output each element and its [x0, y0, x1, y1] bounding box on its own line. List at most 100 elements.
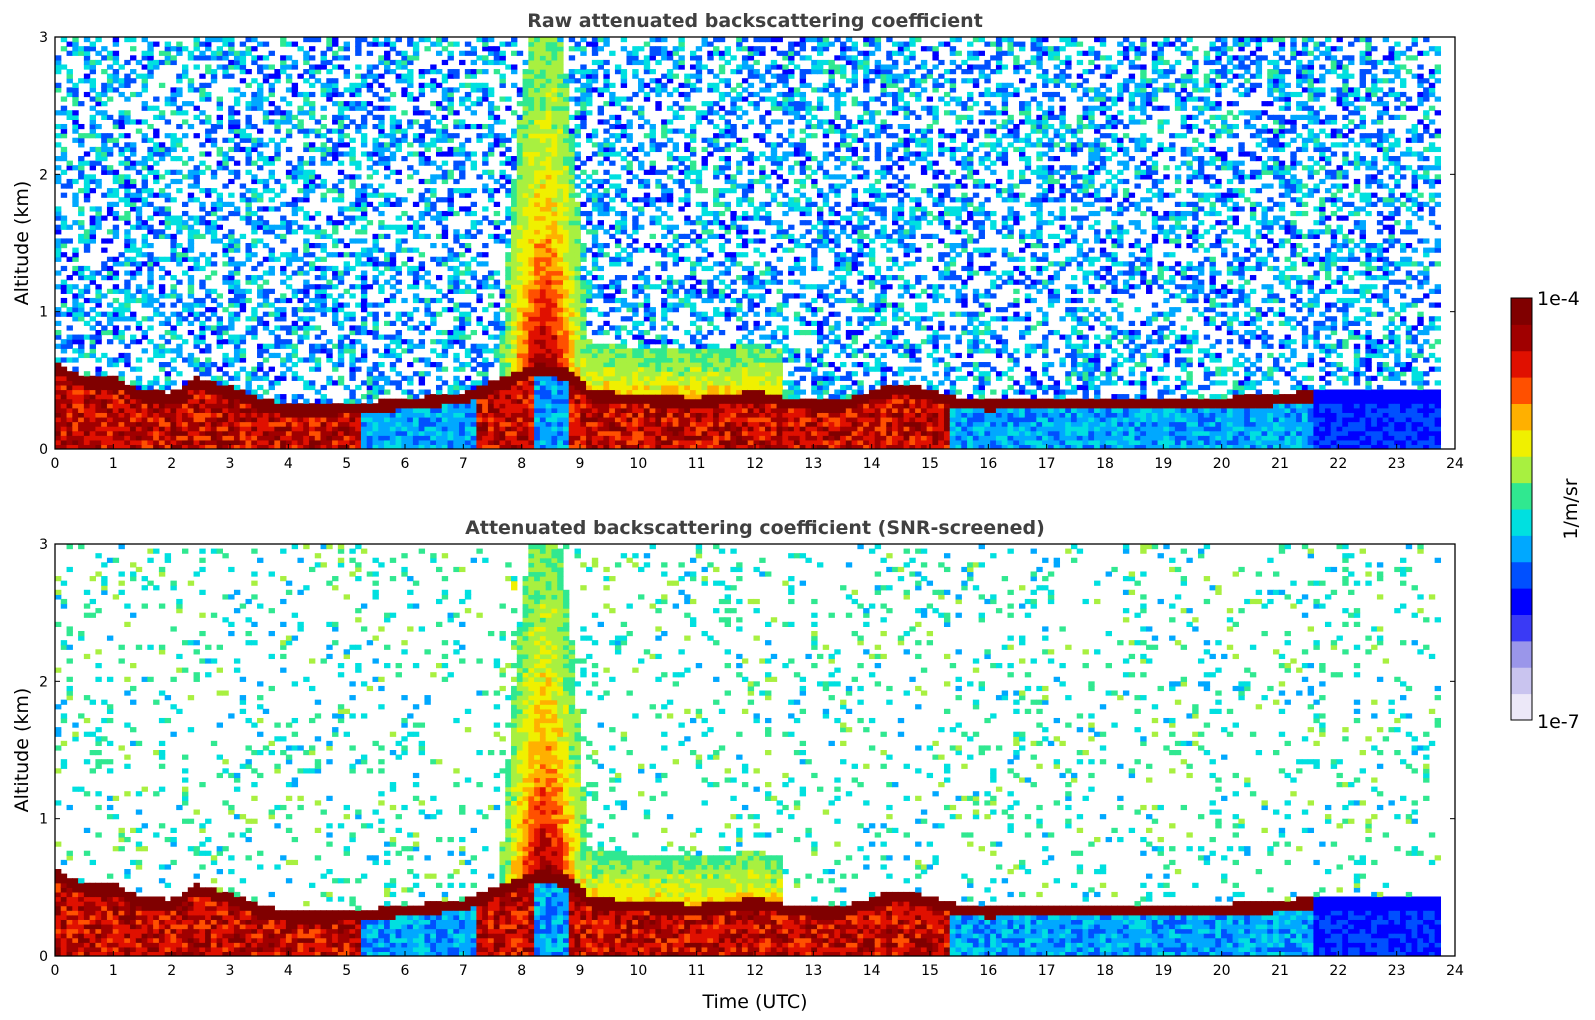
heatmap-cell — [459, 59, 466, 66]
heatmap-cell — [130, 206, 137, 212]
heatmap-cell — [424, 119, 431, 125]
heatmap-cell — [412, 421, 420, 427]
heatmap-cell — [72, 416, 79, 423]
heatmap-cell — [580, 316, 587, 322]
heatmap-cell — [441, 439, 449, 446]
heatmap-cell — [124, 201, 131, 207]
heatmap-cell — [389, 59, 397, 66]
heatmap-cell — [280, 55, 287, 61]
heatmap-cell — [395, 37, 402, 43]
heatmap-cell — [182, 252, 189, 258]
heatmap-cell — [562, 169, 570, 175]
heatmap-cell — [360, 403, 368, 409]
heatmap-cell — [557, 297, 564, 304]
heatmap-cell — [539, 119, 547, 125]
heatmap-cell — [597, 439, 604, 446]
heatmap-cell — [326, 188, 333, 194]
heatmap-cell — [447, 188, 454, 194]
heatmap-cell — [124, 325, 131, 331]
heatmap-cell — [580, 389, 587, 395]
heatmap-cell — [418, 375, 426, 381]
heatmap-cell — [239, 366, 247, 372]
heatmap-cell — [182, 174, 189, 180]
heatmap-cell — [106, 275, 114, 281]
heatmap-cell — [112, 270, 120, 276]
heatmap-cell — [182, 270, 189, 276]
heatmap-cell — [257, 215, 264, 221]
heatmap-cell — [511, 352, 518, 359]
top-panel: Raw attenuated backscattering coefficien… — [11, 10, 1464, 472]
heatmap-cell — [262, 288, 270, 294]
heatmap-cell — [187, 421, 195, 427]
heatmap-cell — [233, 142, 241, 148]
heatmap-cell — [83, 78, 91, 84]
heatmap-cell — [476, 398, 483, 404]
heatmap-cell — [228, 357, 235, 363]
heatmap-cell — [303, 444, 310, 449]
heatmap-cell — [193, 174, 200, 180]
heatmap-cell — [534, 362, 541, 368]
heatmap-cell — [435, 421, 443, 427]
heatmap-cell — [308, 169, 316, 175]
heatmap-cell — [55, 156, 62, 162]
heatmap-cell — [118, 146, 125, 153]
heatmap-cell — [528, 105, 535, 111]
heatmap-cell — [539, 416, 547, 423]
heatmap-cell — [557, 192, 564, 198]
heatmap-cell — [291, 91, 299, 98]
heatmap-cell — [101, 375, 108, 381]
heatmap-cell — [326, 78, 333, 84]
heatmap-cell — [210, 201, 218, 207]
heatmap-cell — [55, 64, 62, 70]
heatmap-cell — [407, 78, 414, 84]
heatmap-cell — [124, 297, 131, 304]
heatmap-cell — [60, 371, 68, 377]
heatmap-cell — [545, 165, 553, 171]
heatmap-cell — [528, 169, 535, 175]
heatmap-cell — [193, 256, 200, 262]
heatmap-cell — [205, 188, 212, 194]
heatmap-cell — [147, 389, 154, 395]
heatmap-cell — [153, 421, 160, 427]
heatmap-cell — [55, 320, 62, 326]
heatmap-cell — [233, 206, 241, 212]
heatmap-cell — [482, 37, 489, 43]
heatmap-cell — [332, 307, 339, 313]
heatmap-cell — [320, 439, 327, 446]
heatmap-cell — [337, 252, 345, 258]
heatmap-cell — [112, 210, 120, 217]
heatmap-cell — [378, 416, 385, 423]
heatmap-cell — [285, 146, 293, 153]
heatmap-cell — [435, 105, 443, 111]
heatmap-cell — [591, 362, 599, 368]
heatmap-cell — [245, 46, 252, 52]
heatmap-cell — [545, 375, 553, 381]
heatmap-cell — [147, 439, 154, 446]
heatmap-cell — [435, 403, 443, 409]
heatmap-cell — [568, 256, 576, 262]
heatmap-cell — [505, 439, 512, 446]
heatmap-cell — [291, 293, 299, 299]
heatmap-cell — [424, 233, 431, 240]
heatmap-cell — [193, 46, 200, 52]
heatmap-cell — [568, 334, 576, 340]
heatmap-cell — [534, 307, 541, 313]
heatmap-cell — [505, 288, 512, 294]
heatmap-cell — [389, 91, 397, 98]
heatmap-cell — [55, 123, 62, 130]
heatmap-cell — [320, 293, 327, 299]
heatmap-cell — [418, 439, 426, 446]
heatmap-cell — [591, 69, 599, 75]
heatmap-cell — [424, 142, 431, 148]
heatmap-cell — [528, 59, 535, 66]
heatmap-cell — [130, 37, 137, 43]
heatmap-cell — [164, 133, 172, 139]
heatmap-cell — [562, 302, 570, 308]
heatmap-cell — [586, 137, 593, 143]
heatmap-cell — [337, 210, 345, 217]
heatmap-cell — [441, 407, 449, 413]
heatmap-cell — [343, 412, 350, 418]
heatmap-cell — [83, 133, 91, 139]
heatmap-cell — [551, 403, 558, 409]
